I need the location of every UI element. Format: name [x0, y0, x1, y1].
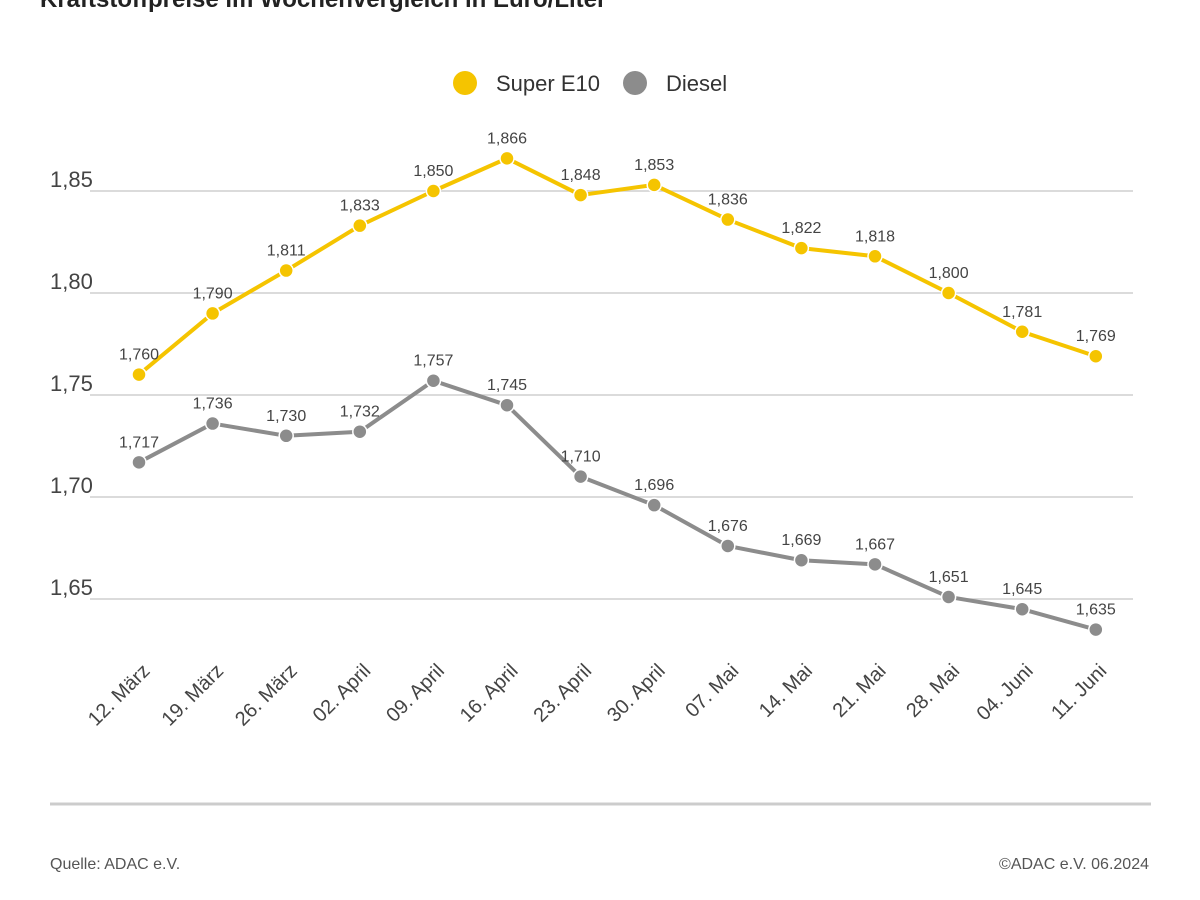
data-point — [131, 366, 147, 383]
x-tick-label: 04. Juni — [973, 660, 1038, 725]
legend-label-0: Super E10 — [496, 71, 600, 96]
x-tick-label: 19. März — [158, 660, 229, 731]
data-label: 1,736 — [193, 396, 233, 413]
data-label: 1,717 — [119, 434, 159, 451]
data-point — [793, 240, 810, 256]
data-label: 1,833 — [340, 198, 380, 215]
data-label: 1,866 — [487, 130, 527, 147]
data-label: 1,730 — [266, 408, 306, 425]
x-tick-label: 28. Mai — [902, 660, 964, 722]
data-point — [204, 415, 221, 432]
data-point — [425, 183, 442, 199]
x-tick-label: 02. April — [309, 660, 376, 727]
data-label: 1,836 — [708, 192, 748, 209]
data-label: 1,850 — [413, 163, 453, 180]
x-tick-label: 21. Mai — [829, 660, 891, 722]
data-label: 1,781 — [1002, 304, 1042, 321]
data-label: 1,811 — [267, 243, 306, 260]
y-tick-label: 1,85 — [50, 167, 93, 192]
data-point — [940, 589, 957, 605]
data-label: 1,745 — [487, 377, 527, 394]
x-tick-label: 26. März — [231, 660, 302, 731]
series-line-1 — [138, 378, 1097, 632]
data-label: 1,818 — [855, 228, 895, 245]
legend-label-1: Diesel — [666, 71, 727, 96]
data-point — [867, 556, 883, 573]
data-point — [352, 217, 368, 234]
data-label: 1,696 — [634, 477, 674, 494]
data-label: 1,769 — [1076, 328, 1116, 345]
data-label: 1,757 — [413, 353, 453, 370]
data-label: 1,822 — [781, 220, 821, 237]
data-point — [425, 372, 442, 389]
x-tick-label: 07. Mai — [681, 660, 743, 722]
y-tick-label: 1,65 — [50, 575, 93, 600]
data-point — [793, 552, 810, 568]
data-point — [499, 397, 515, 413]
y-tick-label: 1,80 — [50, 269, 93, 294]
chart-title: Kraftstoffpreise im Wochenvergleich in E… — [40, 0, 606, 14]
y-tick-label: 1,70 — [50, 473, 93, 498]
data-label: 1,732 — [340, 404, 380, 421]
data-point — [1014, 324, 1030, 340]
data-label: 1,669 — [781, 532, 821, 549]
data-label: 1,651 — [929, 569, 969, 586]
data-point — [204, 305, 221, 322]
copyright-note: ©ADAC e.V. 06.2024 — [999, 856, 1149, 873]
data-point — [720, 538, 736, 554]
data-point — [572, 468, 589, 485]
data-point — [1088, 621, 1104, 638]
data-point — [499, 150, 515, 167]
data-label: 1,667 — [855, 536, 895, 553]
data-point — [1088, 348, 1104, 364]
data-point — [1014, 601, 1030, 617]
y-tick-label: 1,75 — [50, 371, 93, 396]
x-tick-label: 16. April — [456, 660, 523, 727]
x-tick-label: 14. Mai — [755, 660, 817, 722]
series-line-0 — [137, 156, 1097, 377]
data-point — [352, 423, 368, 440]
data-label: 1,853 — [634, 157, 674, 174]
data-point — [646, 177, 662, 193]
legend-marker-1 — [623, 71, 647, 95]
x-tick-label: 23. April — [529, 660, 596, 727]
data-label: 1,645 — [1002, 581, 1042, 598]
data-label: 1,676 — [708, 518, 748, 535]
source-note: Quelle: ADAC e.V. — [50, 856, 181, 873]
legend-marker-0 — [453, 71, 477, 95]
data-point — [278, 262, 294, 279]
data-point — [572, 187, 589, 203]
x-tick-label: 11. Juni — [1047, 660, 1111, 724]
data-label: 1,635 — [1076, 602, 1116, 619]
data-label: 1,790 — [193, 285, 233, 302]
data-label: 1,760 — [119, 347, 159, 364]
data-label: 1,800 — [929, 265, 969, 282]
data-point — [278, 428, 294, 444]
data-point — [131, 454, 147, 471]
data-point — [940, 285, 957, 301]
x-tick-label: 09. April — [382, 660, 449, 727]
data-point — [646, 497, 662, 513]
data-label: 1,848 — [561, 167, 601, 184]
data-point — [867, 248, 883, 265]
data-point — [720, 211, 736, 228]
x-tick-label: 30. April — [603, 660, 670, 727]
data-label: 1,710 — [561, 449, 601, 466]
x-tick-label: 12. März — [84, 660, 155, 731]
